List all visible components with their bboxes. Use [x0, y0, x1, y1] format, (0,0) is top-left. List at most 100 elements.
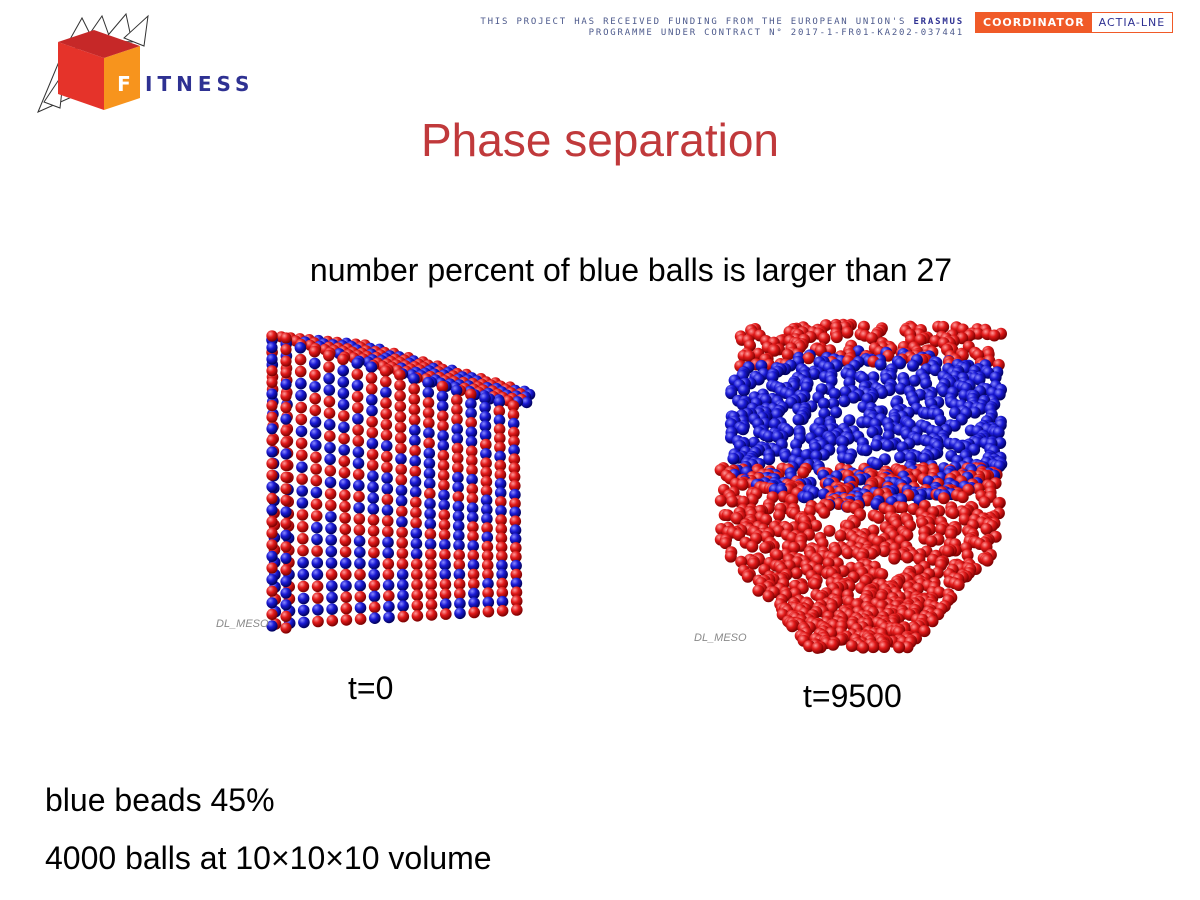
red-bead [451, 452, 464, 465]
red-bead [493, 423, 506, 436]
red-bead [837, 565, 850, 578]
blue-bead [436, 400, 449, 413]
blue-bead [310, 439, 322, 452]
blue-bead [465, 426, 478, 439]
blue-bead [989, 371, 1002, 384]
red-bead [786, 620, 799, 633]
red-bead [508, 435, 520, 448]
blue-bead [409, 455, 421, 467]
red-bead [339, 500, 351, 513]
simulation-t9500-image: DL_MESO [690, 318, 1020, 658]
red-bead [367, 525, 380, 537]
blue-bead [908, 374, 921, 387]
red-bead [747, 557, 760, 570]
blue-bead [309, 381, 321, 393]
red-bead [465, 417, 477, 429]
red-bead [925, 535, 938, 548]
blue-bead [366, 437, 379, 450]
blue-bead [874, 358, 887, 371]
red-bead [437, 459, 450, 472]
red-bead [468, 606, 481, 619]
red-bead [901, 551, 914, 564]
red-bead [878, 545, 891, 558]
red-bead [423, 417, 435, 429]
red-bead [422, 397, 435, 409]
red-bead [338, 432, 350, 445]
red-bead [841, 547, 854, 560]
coordinator-badge: COORDINATOR ACTIA-LNE [975, 12, 1174, 33]
red-bead [867, 641, 880, 654]
red-bead [437, 450, 450, 462]
red-bead [952, 579, 965, 591]
blue-bead [894, 382, 907, 395]
red-bead [508, 471, 521, 483]
blue-bead [325, 511, 337, 523]
blue-bead [465, 407, 477, 420]
red-bead [280, 332, 292, 344]
red-bead [480, 438, 492, 451]
red-bead [351, 390, 364, 403]
red-bead [280, 436, 292, 448]
blue-bead [479, 411, 492, 423]
red-bead [266, 516, 278, 528]
red-bead [266, 400, 278, 412]
blue-bead [481, 503, 493, 516]
red-bead [425, 548, 437, 561]
red-bead [365, 372, 378, 384]
red-bead [865, 547, 878, 560]
blue-bead [409, 434, 421, 447]
red-bead [280, 622, 292, 634]
red-bead [452, 491, 465, 503]
blue-bead [396, 516, 408, 528]
blue-bead [369, 612, 381, 624]
red-bead [466, 464, 478, 476]
blue-bead [311, 557, 324, 569]
red-bead [394, 369, 406, 381]
red-bead [481, 550, 494, 562]
blue-bead [479, 420, 492, 432]
red-bead [266, 434, 278, 446]
blue-bead [424, 518, 437, 530]
coordinator-name: ACTIA-LNE [1091, 13, 1173, 32]
red-bead [366, 448, 379, 461]
red-bead [437, 469, 450, 482]
blue-bead [354, 602, 367, 614]
caption-t9500: t=9500 [803, 678, 902, 714]
red-bead [408, 393, 421, 406]
red-bead [507, 409, 520, 421]
red-bead [790, 567, 803, 580]
red-bead [352, 424, 364, 436]
blue-bead [843, 414, 856, 427]
blue-bead [410, 548, 423, 560]
blue-bead [466, 511, 479, 524]
red-bead [411, 579, 423, 591]
blue-bead [297, 556, 309, 569]
blue-bead [870, 439, 883, 452]
red-bead [396, 526, 408, 539]
blue-bead [409, 424, 421, 437]
blue-bead [439, 558, 451, 571]
blue-bead [396, 568, 409, 581]
blue-bead [380, 386, 392, 399]
blue-bead [280, 599, 292, 611]
blue-bead [410, 527, 423, 540]
red-bead [411, 610, 424, 622]
red-bead [367, 514, 380, 526]
red-bead [508, 453, 521, 465]
blue-bead [453, 568, 466, 581]
red-bead [266, 527, 278, 539]
red-bead [354, 613, 367, 625]
blue-bead [437, 440, 450, 452]
red-bead [323, 395, 336, 408]
red-bead [394, 390, 406, 402]
red-bead [465, 445, 478, 458]
red-bead [379, 365, 392, 377]
red-bead [294, 353, 307, 366]
blue-bead [368, 590, 381, 603]
red-bead [339, 489, 351, 502]
red-bead [481, 540, 494, 553]
blue-bead [423, 457, 436, 470]
red-bead [324, 430, 336, 442]
blue-bead [467, 559, 480, 571]
blue-bead [465, 436, 478, 448]
